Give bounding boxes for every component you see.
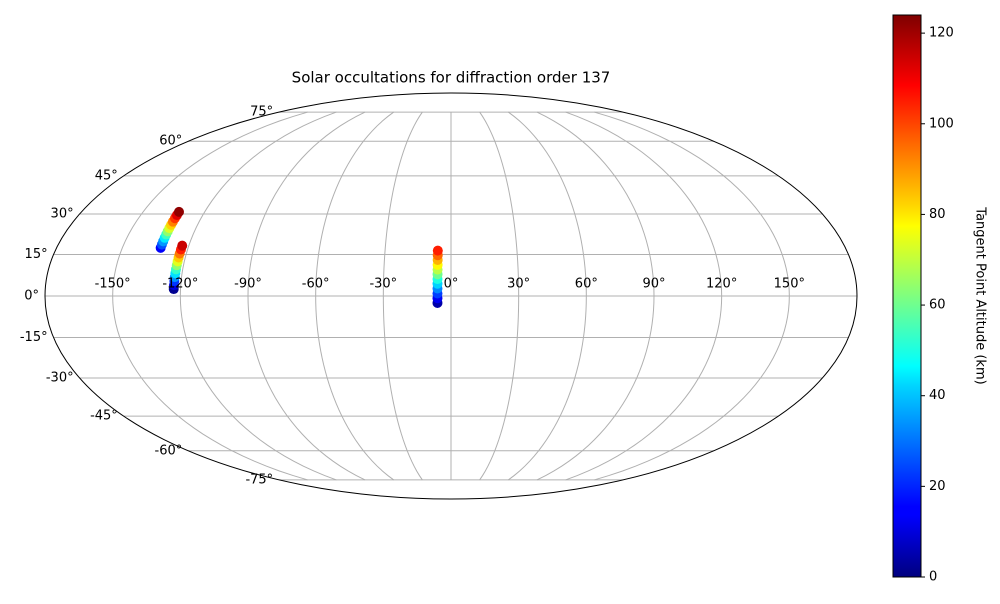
colorbar-tick-label: 0	[929, 570, 937, 585]
point	[173, 206, 184, 217]
meridian	[507, 111, 587, 481]
colorbar-tick-label: 100	[929, 116, 954, 131]
colorbar-ticks: 0 20 40 60 80 100 120	[921, 26, 954, 585]
lon-label: 120°	[706, 277, 737, 292]
lat-label: -60°	[155, 443, 183, 458]
points	[155, 206, 443, 308]
lon-label: 60°	[575, 277, 598, 292]
point	[432, 245, 443, 256]
lat-label: 60°	[159, 134, 182, 149]
lon-label: -60°	[302, 277, 330, 292]
meridian	[536, 111, 655, 481]
lat-label: 75°	[250, 105, 273, 120]
lat-label: -15°	[20, 330, 48, 345]
colorbar-tick-label: 20	[929, 479, 946, 494]
lat-label: 30°	[51, 206, 74, 221]
grid	[44, 92, 858, 500]
meridian	[315, 111, 395, 481]
lat-label: 15°	[25, 247, 48, 262]
meridian	[112, 111, 308, 481]
meridian	[179, 111, 337, 481]
map-boundary	[44, 92, 858, 500]
meridian	[565, 111, 723, 481]
colorbar-label: Tangent Point Altitude (km)	[973, 206, 988, 384]
point	[177, 240, 188, 251]
colorbar-tick-label: 40	[929, 388, 946, 403]
colorbar	[892, 14, 922, 578]
lon-label: 150°	[774, 277, 805, 292]
lon-label: 30°	[507, 277, 530, 292]
lon-label: 90°	[642, 277, 665, 292]
lat-label: -30°	[46, 371, 74, 386]
lat-label: 0°	[24, 289, 39, 304]
lon-label: -120°	[162, 277, 198, 292]
meridian	[479, 111, 520, 481]
lon-label: 0°	[444, 277, 459, 292]
lat-label: -45°	[90, 409, 118, 424]
lon-label: -90°	[234, 277, 262, 292]
colorbar-tick-label: 60	[929, 298, 946, 313]
lon-label: -150°	[95, 277, 131, 292]
lat-label: 45°	[95, 168, 118, 183]
colorbar-tick-label: 120	[929, 26, 954, 41]
lon-label: -30°	[369, 277, 397, 292]
labels: -75° -60° -45° -30° -15° 0° 15° 30° 45° 60° 75° -15…	[20, 105, 805, 488]
chart-title: Solar occultations for diffraction order…	[292, 69, 611, 87]
meridian	[594, 111, 790, 481]
meridian	[247, 111, 366, 481]
lat-label: -75°	[245, 472, 273, 487]
meridian	[382, 111, 423, 481]
colorbar-tick-label: 80	[929, 207, 946, 222]
